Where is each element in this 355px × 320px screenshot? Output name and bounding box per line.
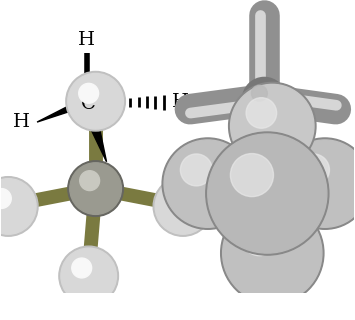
Circle shape bbox=[180, 154, 212, 186]
Circle shape bbox=[230, 154, 273, 196]
Circle shape bbox=[68, 74, 124, 129]
Circle shape bbox=[281, 140, 355, 227]
Circle shape bbox=[251, 85, 267, 101]
Circle shape bbox=[206, 132, 329, 255]
Circle shape bbox=[241, 220, 278, 256]
Circle shape bbox=[80, 171, 100, 191]
Circle shape bbox=[229, 82, 316, 170]
Circle shape bbox=[66, 71, 125, 131]
Text: H: H bbox=[98, 169, 115, 187]
Circle shape bbox=[208, 134, 327, 253]
Circle shape bbox=[221, 202, 324, 305]
Text: H: H bbox=[13, 113, 30, 131]
Circle shape bbox=[0, 188, 11, 208]
Circle shape bbox=[70, 163, 121, 214]
Circle shape bbox=[242, 77, 286, 121]
Circle shape bbox=[162, 138, 253, 229]
Circle shape bbox=[297, 154, 329, 186]
Circle shape bbox=[59, 246, 119, 306]
Text: H: H bbox=[171, 93, 189, 111]
Circle shape bbox=[72, 258, 92, 278]
Circle shape bbox=[166, 188, 186, 208]
Circle shape bbox=[231, 84, 314, 168]
Circle shape bbox=[68, 161, 124, 216]
Circle shape bbox=[61, 248, 116, 304]
Circle shape bbox=[246, 98, 277, 128]
Circle shape bbox=[153, 177, 213, 236]
Circle shape bbox=[223, 204, 322, 303]
Polygon shape bbox=[37, 100, 80, 122]
Text: C: C bbox=[81, 95, 96, 113]
Circle shape bbox=[164, 140, 251, 227]
Text: H: H bbox=[78, 31, 95, 49]
Text: alamy - 2AAJEK6: alamy - 2AAJEK6 bbox=[126, 300, 229, 313]
Circle shape bbox=[0, 177, 38, 236]
Circle shape bbox=[155, 179, 211, 234]
Circle shape bbox=[0, 179, 36, 234]
Circle shape bbox=[279, 138, 355, 229]
Circle shape bbox=[79, 84, 99, 103]
Polygon shape bbox=[84, 114, 106, 162]
